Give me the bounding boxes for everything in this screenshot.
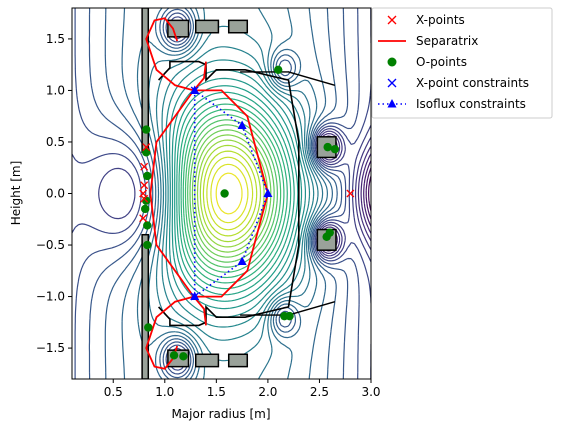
contour-level bbox=[199, 144, 262, 243]
y-axis-label: Height [m] bbox=[9, 161, 23, 226]
axis-ticks: 0.5 1.0 1.5 2.0 2.5 3.0 −1.5 −1.0 −0.5 0.0 0.5 1.0 1… bbox=[36, 32, 381, 399]
contour-level bbox=[148, 8, 324, 379]
x-point bbox=[140, 162, 149, 171]
x-tick-label: 0.5 bbox=[104, 385, 123, 399]
contour-level bbox=[206, 156, 254, 231]
contour-level bbox=[176, 91, 295, 296]
coil bbox=[227, 353, 249, 368]
legend-entry: Isoflux constraints bbox=[378, 97, 526, 111]
x-point bbox=[346, 189, 355, 198]
legend-label: Separatrix bbox=[416, 34, 478, 48]
legend-label: O-points bbox=[416, 55, 467, 69]
legend-marker bbox=[387, 15, 397, 25]
o-point bbox=[220, 189, 229, 198]
coil bbox=[194, 353, 220, 368]
o-point bbox=[142, 125, 151, 134]
legend-marker bbox=[387, 78, 397, 88]
divertor-plate bbox=[240, 301, 336, 316]
isoflux-constraint bbox=[237, 120, 247, 129]
separatrix-core bbox=[149, 89, 269, 298]
y-tick-label: 0.5 bbox=[46, 135, 65, 149]
coil bbox=[194, 19, 220, 34]
contour-level bbox=[189, 124, 275, 263]
o-point bbox=[330, 144, 340, 154]
y-tick-label: −1.0 bbox=[36, 290, 65, 304]
divertor-plate bbox=[240, 71, 336, 86]
legend-label: Isoflux constraints bbox=[416, 97, 526, 111]
separatrix-leg bbox=[193, 61, 207, 91]
contour-level bbox=[196, 139, 265, 248]
separatrix-leg bbox=[145, 295, 194, 370]
o-point bbox=[322, 232, 331, 241]
x-tick-label: 2.0 bbox=[258, 385, 277, 399]
separatrix-leg bbox=[193, 296, 207, 326]
legend-entry: X-point constraints bbox=[387, 76, 529, 90]
x-point bbox=[140, 194, 149, 203]
y-tick-label: −1.5 bbox=[36, 341, 65, 355]
separatrix-leg bbox=[145, 17, 194, 92]
contour-level bbox=[121, 8, 333, 379]
contour-level bbox=[104, 8, 338, 379]
o-point bbox=[285, 311, 294, 321]
x-tick-label: 3.0 bbox=[361, 385, 380, 399]
y-tick-label: 0.0 bbox=[46, 187, 65, 201]
x-tick-label: 1.0 bbox=[155, 385, 174, 399]
legend-box bbox=[371, 7, 553, 119]
legend-label: X-point constraints bbox=[416, 76, 529, 90]
y-tick-label: −0.5 bbox=[36, 238, 65, 252]
coil bbox=[227, 19, 249, 34]
legend-entry: O-points bbox=[387, 55, 467, 69]
o-point bbox=[143, 221, 152, 230]
y-tick-label: 1.0 bbox=[46, 83, 65, 97]
contour-level bbox=[180, 103, 288, 284]
isoflux-constraint bbox=[263, 188, 273, 197]
coil bbox=[167, 19, 190, 38]
contour-level bbox=[215, 172, 243, 215]
contour-level bbox=[178, 97, 292, 290]
isoflux-constraint bbox=[237, 256, 247, 266]
x-point bbox=[139, 214, 148, 223]
coil bbox=[141, 233, 150, 379]
y-tick-label: 1.5 bbox=[46, 32, 65, 46]
legend-entry: X-points bbox=[387, 13, 465, 27]
x-tick-label: 2.5 bbox=[310, 385, 329, 399]
o-point bbox=[179, 352, 188, 361]
legend-label: X-points bbox=[416, 13, 465, 27]
contour-level bbox=[194, 134, 269, 253]
legend: X-points Separatrix O-points X-point constr… bbox=[371, 7, 553, 119]
contour-level bbox=[210, 163, 249, 224]
vessel-wall bbox=[158, 60, 300, 327]
o-point bbox=[142, 148, 151, 157]
o-point bbox=[144, 323, 153, 332]
isoflux-constraint bbox=[190, 85, 200, 94]
x-point bbox=[142, 143, 151, 152]
x-axis-label: Major radius [m] bbox=[171, 407, 270, 421]
x-point bbox=[140, 181, 149, 190]
contour-level bbox=[202, 150, 258, 237]
o-point bbox=[141, 204, 150, 214]
o-point bbox=[323, 142, 332, 152]
o-point bbox=[274, 65, 283, 75]
legend-marker bbox=[387, 99, 397, 108]
o-point bbox=[169, 351, 179, 360]
contour-level bbox=[169, 69, 306, 318]
o-point bbox=[143, 171, 152, 181]
equilibrium-overlays bbox=[139, 17, 355, 370]
contour-level bbox=[161, 46, 315, 341]
legend-entry: Separatrix bbox=[378, 34, 478, 48]
contour-level bbox=[165, 59, 311, 328]
isoflux-constraint bbox=[190, 291, 200, 301]
x-tick-label: 1.5 bbox=[207, 385, 226, 399]
legend-marker bbox=[387, 57, 397, 67]
o-point bbox=[143, 240, 152, 250]
